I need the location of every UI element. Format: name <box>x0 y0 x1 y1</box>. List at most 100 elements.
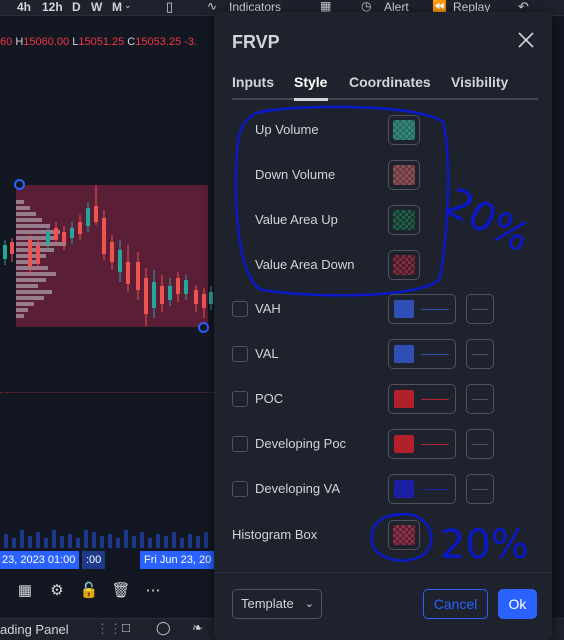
close-icon[interactable] <box>516 30 536 50</box>
vah-line-style-button[interactable] <box>388 294 456 324</box>
tab-bar: Inputs Style Coordinates Visibility <box>232 74 538 101</box>
timeframe-d[interactable]: D <box>72 0 81 14</box>
replay-label[interactable]: Replay <box>453 0 491 14</box>
close-label: C <box>127 36 136 48</box>
alert-label[interactable]: Alert <box>384 0 409 14</box>
timeframe-4h[interactable]: 4h <box>17 0 32 14</box>
range-end-handle[interactable] <box>198 322 209 333</box>
ohlc-prefix: 60 <box>0 36 13 48</box>
vah-line-width-button[interactable] <box>466 294 494 324</box>
template-dropdown[interactable]: Template ⌄ <box>232 589 322 619</box>
value-area-down-label: Value Area Down <box>255 257 355 272</box>
drawing-floating-toolbar: ▦ ⚙ 🔓 🗑 ⋯ <box>0 576 214 604</box>
undo-icon[interactable]: ↶ <box>518 0 529 14</box>
developing-va-color <box>394 480 414 498</box>
poc-line-preview <box>421 399 449 400</box>
settings-gear-icon[interactable]: ⚙ <box>50 582 64 599</box>
tab-style[interactable]: Style <box>294 74 328 90</box>
volume-profile-histogram <box>16 200 66 318</box>
high-label: H <box>15 36 24 48</box>
up-volume-label: Up Volume <box>255 122 319 137</box>
templates-icon[interactable]: ▦ <box>17 582 33 599</box>
chevron-down-icon[interactable]: ⌄ <box>124 0 132 10</box>
poc-width-preview <box>472 399 488 400</box>
value-area-up-label: Value Area Up <box>255 212 338 227</box>
templates-icon[interactable]: ▦ <box>320 0 332 13</box>
vah-checkbox[interactable] <box>232 301 248 317</box>
vah-line-preview <box>421 309 449 310</box>
poc-line-width-button[interactable] <box>466 384 494 414</box>
active-tab-indicator <box>294 98 328 101</box>
brush-tool-icon[interactable]: ❧ <box>192 620 203 635</box>
histogram-box-color-swatch[interactable] <box>388 520 420 550</box>
developing-va-line-preview <box>421 489 449 490</box>
time-axis-end-label: Fri Jun 23, 20 <box>140 551 216 569</box>
val-line-style-button[interactable] <box>388 339 456 369</box>
developing-va-line-width-button[interactable] <box>466 474 494 504</box>
poc-line-style-button[interactable] <box>388 384 456 414</box>
time-axis-mid-label: :00 <box>82 551 106 569</box>
down-volume-color-swatch[interactable] <box>388 160 420 190</box>
vah-width-preview <box>472 309 488 310</box>
poc-color <box>394 390 414 408</box>
alert-clock-icon[interactable]: ◷ <box>361 0 372 13</box>
ellipse-tool-icon[interactable]: ◯ <box>156 620 171 635</box>
replay-icon[interactable]: ⏪ <box>432 0 447 13</box>
more-icon[interactable]: ⋯ <box>145 582 161 599</box>
val-checkbox[interactable] <box>232 346 248 362</box>
bar-style-icon[interactable]: ▯ <box>166 0 174 14</box>
val-line-preview <box>421 354 449 355</box>
dialog-title: FRVP <box>232 32 280 52</box>
time-axis-start-label: 23, 2023 01:00 <box>0 551 80 569</box>
dialog-footer: Template ⌄ Cancel Ok <box>214 572 552 640</box>
range-start-handle[interactable] <box>14 179 25 190</box>
indicators-icon[interactable]: ∿ <box>207 0 218 13</box>
value-area-up-color <box>393 210 415 230</box>
value-area-up-color-swatch[interactable] <box>388 205 420 235</box>
row-value-area-down: Value Area Down <box>232 249 532 281</box>
close-value: 15053.25 <box>135 36 182 48</box>
tab-coordinates[interactable]: Coordinates <box>349 74 431 90</box>
ohlc-legend: 60 H15060.00 L15051.25 C15053.25 -3. <box>0 36 197 48</box>
template-label: Template <box>241 596 294 611</box>
value-area-down-color-swatch[interactable] <box>388 250 420 280</box>
down-volume-label: Down Volume <box>255 167 336 182</box>
up-volume-color-swatch[interactable] <box>388 115 420 145</box>
developing-poc-checkbox[interactable] <box>232 436 248 452</box>
row-poc: POC <box>232 383 532 415</box>
timeframe-m[interactable]: M <box>112 0 122 14</box>
developing-poc-line-width-button[interactable] <box>466 429 494 459</box>
tab-visibility[interactable]: Visibility <box>451 74 509 90</box>
developing-poc-line-style-button[interactable] <box>388 429 456 459</box>
developing-poc-line-preview <box>421 444 449 445</box>
top-toolbar: 4h 12h D W M ⌄ ▯ ∿ Indicators ▦ ◷ Alert … <box>0 0 564 16</box>
up-volume-color <box>393 120 415 140</box>
ok-button[interactable]: Ok <box>498 589 537 619</box>
developing-poc-label: Developing Poc <box>255 436 347 451</box>
row-down-volume: Down Volume <box>232 159 532 191</box>
indicator-settings-dialog: FRVP Inputs Style Coordinates Visibility… <box>214 12 552 640</box>
high-value: 15060.00 <box>23 36 70 48</box>
indicators-label[interactable]: Indicators <box>229 0 282 14</box>
tab-inputs[interactable]: Inputs <box>232 74 274 90</box>
val-line-width-button[interactable] <box>466 339 494 369</box>
poc-checkbox[interactable] <box>232 391 248 407</box>
developing-va-width-preview <box>472 489 488 490</box>
developing-va-line-style-button[interactable] <box>388 474 456 504</box>
row-val: VAL <box>232 338 532 370</box>
drag-handle-icon[interactable]: ⋮⋮ <box>96 621 122 636</box>
poc-label: POC <box>255 391 284 406</box>
val-label: VAL <box>255 346 279 361</box>
rectangle-tool-icon[interactable]: □ <box>122 620 130 635</box>
cancel-button[interactable]: Cancel <box>423 589 488 619</box>
trading-panel-tab[interactable]: ading Panel <box>0 622 69 637</box>
trash-icon[interactable]: 🗑 <box>111 582 131 599</box>
developing-va-checkbox[interactable] <box>232 481 248 497</box>
row-vah: VAH <box>232 293 532 325</box>
price-line <box>0 392 214 393</box>
timeframe-w[interactable]: W <box>91 0 103 14</box>
unlock-icon[interactable]: 🔓 <box>79 582 99 599</box>
timeframe-12h[interactable]: 12h <box>42 0 63 14</box>
val-width-preview <box>472 354 488 355</box>
val-color <box>394 345 414 363</box>
